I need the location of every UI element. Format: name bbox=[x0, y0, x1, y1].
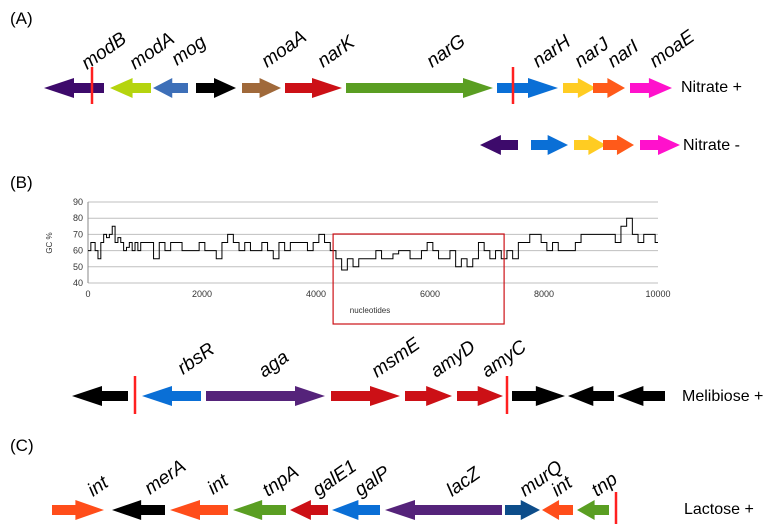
y-tick-label-5: 90 bbox=[73, 197, 83, 207]
x-tick-label-1: 2000 bbox=[192, 289, 212, 299]
phenotype-melibiose: Melibiose + bbox=[682, 388, 763, 405]
phenotype-nitrate-negative: Nitrate - bbox=[683, 137, 740, 154]
gene-arrow-c-5 bbox=[332, 500, 380, 520]
y-tick-label-4: 80 bbox=[73, 213, 83, 223]
gene-arrow-a-3 bbox=[196, 78, 236, 98]
phenotype-nitrate-positive: Nitrate + bbox=[681, 79, 742, 96]
gene-label-b-1: rbsR bbox=[174, 339, 219, 379]
x-tick-label-2: 4000 bbox=[306, 289, 326, 299]
gc-content-line bbox=[88, 217, 658, 271]
gene-arrow-a2-0 bbox=[480, 135, 518, 155]
gene-arrow-c-3 bbox=[233, 500, 286, 520]
gene-label-a-4: moaA bbox=[258, 26, 311, 72]
gene-label-a-0: modB bbox=[78, 28, 131, 74]
gene-arrow-c-0 bbox=[52, 500, 104, 520]
gene-arrow-b-2 bbox=[206, 386, 325, 406]
gene-arrow-a-9 bbox=[593, 78, 625, 98]
gene-label-a-10: moaE bbox=[646, 26, 699, 72]
gene-label-a-6: narG bbox=[423, 31, 470, 72]
gene-label-c-2: int bbox=[204, 470, 233, 499]
phenotype-lactose: Lactose + bbox=[684, 501, 754, 518]
highlight-region-box bbox=[332, 233, 505, 325]
gene-arrow-b-6 bbox=[512, 386, 565, 406]
x-tick-label-3: 6000 bbox=[420, 289, 440, 299]
gene-label-b-5: amyC bbox=[478, 336, 531, 382]
x-axis-title: nucleotides bbox=[350, 306, 390, 315]
gene-label-a-7: narH bbox=[529, 31, 575, 72]
gene-label-c-4: galE1 bbox=[309, 456, 361, 501]
gene-arrow-a-10 bbox=[630, 78, 672, 98]
gene-arrow-a-8 bbox=[563, 78, 596, 98]
gene-label-a-5: narK bbox=[314, 31, 360, 72]
gene-arrow-a-7 bbox=[497, 78, 558, 98]
gene-label-c-5: galP bbox=[351, 462, 394, 501]
gene-arrow-a2-3 bbox=[603, 135, 634, 155]
gene-arrow-c-7 bbox=[505, 500, 540, 520]
x-tick-label-5: 10000 bbox=[645, 289, 670, 299]
gene-label-b-3: msmE bbox=[368, 334, 424, 382]
gc-content-chart: 40 50 60 70 80 90 0 2000 4000 6000 8000 10000 GC % nu… bbox=[45, 197, 671, 325]
x-tick-label-0: 0 bbox=[85, 289, 90, 299]
gene-label-a-2: mog bbox=[168, 31, 211, 70]
x-tick-label-4: 8000 bbox=[534, 289, 554, 299]
y-tick-label-0: 40 bbox=[73, 278, 83, 288]
y-tick-label-1: 50 bbox=[73, 262, 83, 272]
panel-a-nitrate-negative-operon bbox=[480, 135, 680, 155]
gene-label-c-6: lacZ bbox=[443, 463, 486, 502]
gene-arrow-a2-2 bbox=[574, 135, 606, 155]
panel-b-label: (B) bbox=[10, 173, 33, 192]
gene-label-b-2: aga bbox=[255, 347, 293, 382]
gene-label-c-3: tnpA bbox=[259, 461, 303, 501]
y-tick-label-2: 60 bbox=[73, 246, 83, 256]
gene-arrow-a-4 bbox=[242, 78, 281, 98]
panel-c-label: (C) bbox=[10, 436, 34, 455]
gene-arrow-b-4 bbox=[405, 386, 452, 406]
gene-arrow-c-4 bbox=[290, 500, 328, 520]
gene-label-c-0: int bbox=[84, 472, 113, 501]
gene-arrow-c-8 bbox=[542, 500, 573, 520]
gene-arrow-b-8 bbox=[617, 386, 665, 406]
gene-arrow-a-5 bbox=[285, 78, 342, 98]
gene-arrow-a-1 bbox=[110, 78, 151, 98]
y-tick-label-3: 70 bbox=[73, 229, 83, 239]
gene-arrow-b-1 bbox=[142, 386, 201, 406]
gene-arrow-a-6 bbox=[346, 78, 493, 98]
gene-label-c-1: merA bbox=[141, 456, 190, 499]
gene-arrow-a-2 bbox=[153, 78, 188, 98]
gene-arrow-a2-1 bbox=[531, 135, 568, 155]
gene-label-b-4: amyD bbox=[427, 336, 480, 382]
gene-arrow-c-6 bbox=[385, 500, 502, 520]
gene-arrow-b-5 bbox=[457, 386, 503, 406]
gene-arrow-c-2 bbox=[170, 500, 228, 520]
gene-arrow-a2-4 bbox=[640, 135, 680, 155]
gene-label-a-9: narI bbox=[604, 36, 643, 72]
panel-a-label: (A) bbox=[10, 9, 33, 28]
gene-arrow-c-1 bbox=[112, 500, 165, 520]
y-axis-title: GC % bbox=[45, 232, 54, 253]
gene-arrow-b-0 bbox=[72, 386, 128, 406]
gene-arrow-b-7 bbox=[568, 386, 614, 406]
gene-arrow-c-9 bbox=[577, 500, 609, 520]
gene-arrow-a-0 bbox=[44, 78, 104, 98]
gene-arrow-b-3 bbox=[331, 386, 400, 406]
